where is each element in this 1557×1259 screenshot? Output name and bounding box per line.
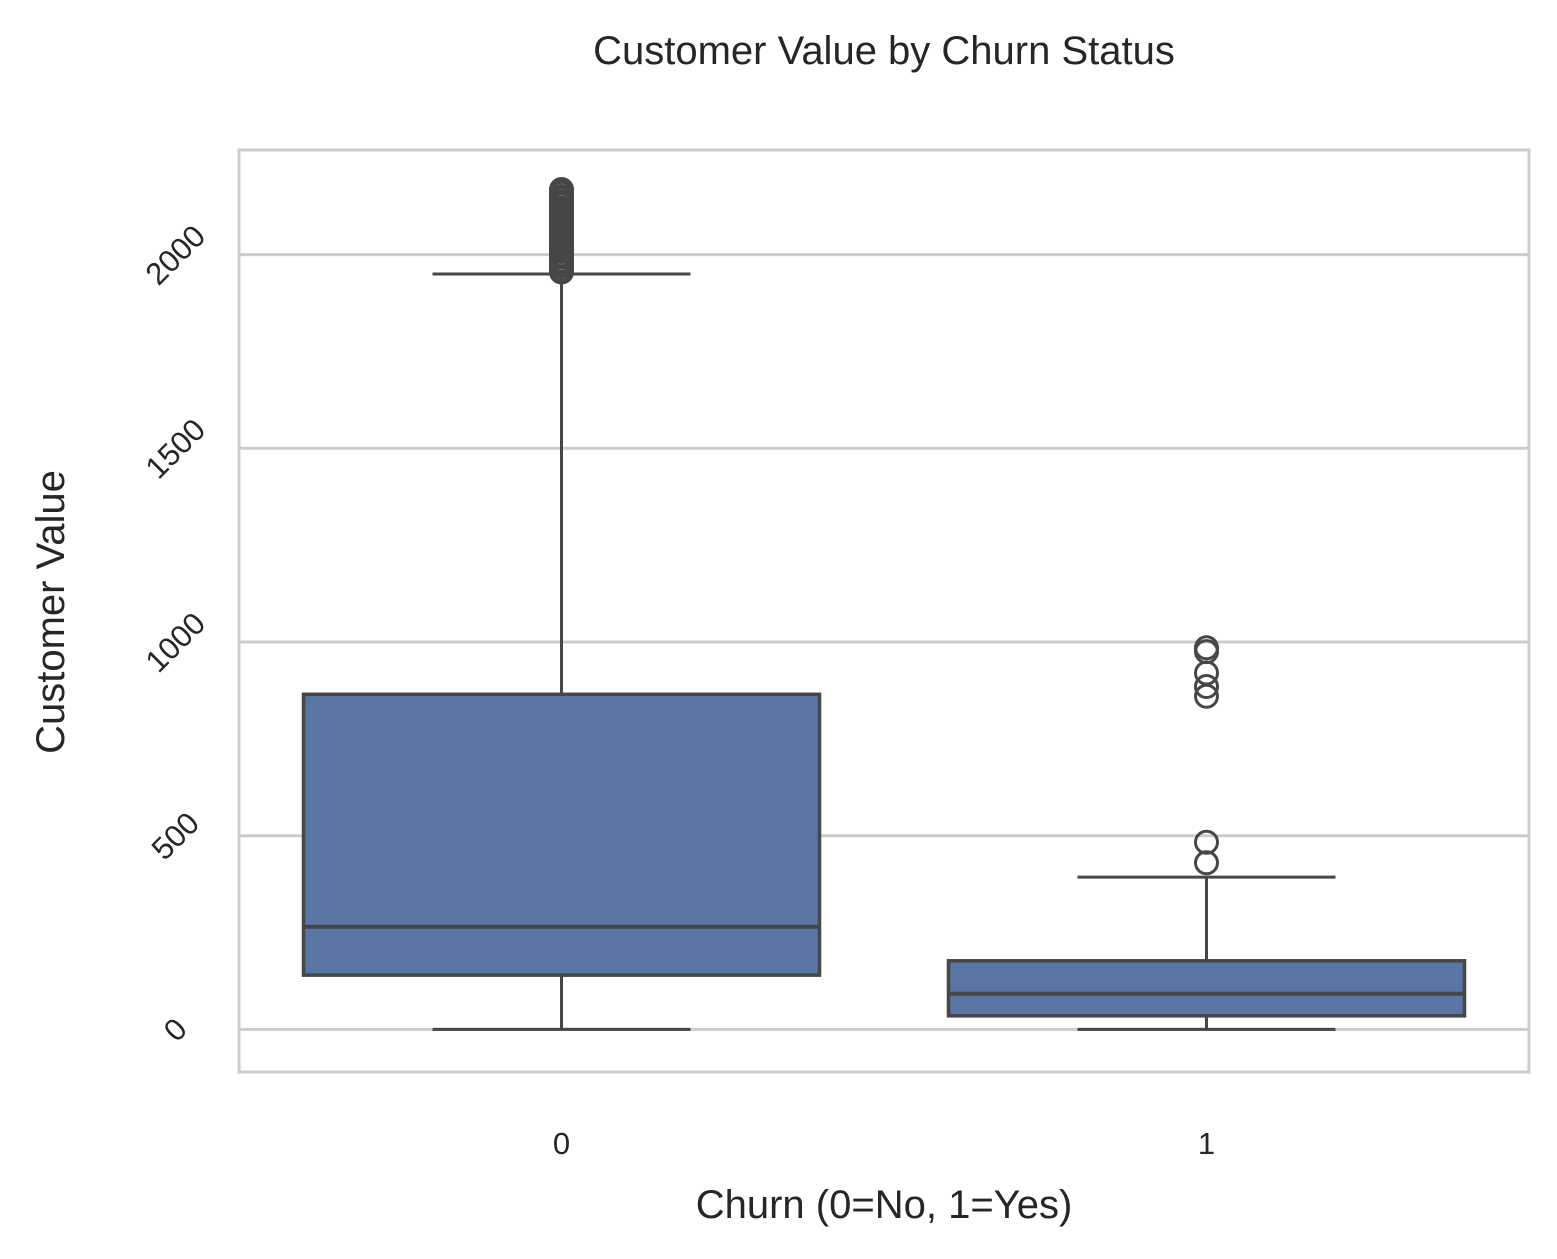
y-tick-label: 500 — [145, 805, 206, 866]
boxes — [301, 177, 1467, 1031]
iqr-box — [946, 959, 1467, 1018]
iqr-box — [301, 692, 822, 977]
box-group-1 — [946, 635, 1467, 1031]
box-group-0 — [301, 177, 822, 1031]
y-tick-label: 1000 — [139, 606, 213, 680]
y-axis-label: Customer Value — [29, 470, 73, 754]
x-tick-label: 0 — [553, 1126, 570, 1161]
x-tick-label: 1 — [1198, 1126, 1215, 1161]
outlier-point — [1194, 850, 1219, 876]
x-axis-label: Churn (0=No, 1=Yes) — [696, 1183, 1073, 1227]
y-tick-label: 1500 — [139, 412, 213, 486]
y-tick-labels: 0 500 1000 1500 2000 — [139, 218, 213, 1048]
plot-frame — [237, 148, 1531, 1074]
outlier-point — [1194, 829, 1219, 855]
y-tick-label: 2000 — [139, 218, 213, 292]
y-tick-label: 0 — [157, 1011, 194, 1048]
outlier-point — [1194, 660, 1219, 686]
outlier-point — [1194, 635, 1219, 661]
outlier-point — [1194, 674, 1219, 700]
outlier-point — [549, 177, 574, 203]
chart-title: Customer Value by Churn Status — [593, 29, 1175, 73]
